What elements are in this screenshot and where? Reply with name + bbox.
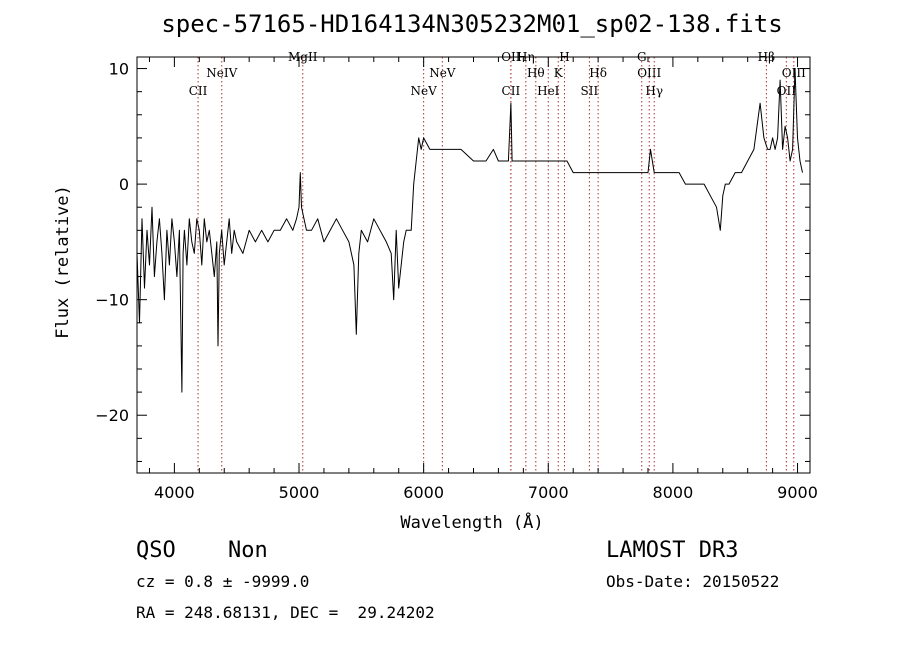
survey-name: LAMOST DR3: [606, 538, 739, 563]
x-axis-label: Wavelength (Å): [400, 511, 543, 533]
spectral-line-label-9: HeI: [537, 84, 560, 98]
observation-date: Obs-Date: 20150522: [606, 572, 780, 591]
spectral-line-label-8: Hθ: [527, 66, 545, 80]
spectral-line-label-13: Hδ: [589, 66, 607, 80]
y-tick-label-3: 10: [109, 60, 129, 79]
spectral-line-label-0: CII: [189, 84, 208, 98]
spectral-line-label-3: NeV: [411, 84, 438, 98]
spectral-line-markers: CIINeIVMgIINeVNeVOIICIIHηHθHeIHKSIIHδGOI…: [189, 50, 806, 473]
x-tick-label-5: 9000: [777, 483, 818, 502]
spectral-line-label-6: CII: [502, 84, 521, 98]
y-tick-label-1: −10: [95, 291, 129, 310]
x-tick-label-2: 6000: [403, 483, 444, 502]
spectral-line-label-11: K: [554, 66, 564, 80]
redshift-value: cz = 0.8 ± -9999.0: [136, 572, 310, 591]
x-tick-label-4: 8000: [653, 483, 694, 502]
x-tick-label-0: 4000: [154, 483, 195, 502]
x-tick-label-3: 7000: [528, 483, 569, 502]
spectral-line-label-15: OIII: [637, 66, 661, 80]
spectrum-plot: [136, 68, 803, 393]
chart-title: spec-57165-HD164134N305232M01_sp02-138.f…: [161, 10, 782, 38]
spectral-line-label-12: SII: [581, 84, 599, 98]
coordinates: RA = 248.68131, DEC = 29.24202: [136, 603, 435, 622]
x-tick-label-1: 5000: [279, 483, 320, 502]
axes: 4000 5000 6000 7000 8000 9000 −20 −10 0 10: [95, 57, 818, 502]
object-class: QSO: [136, 538, 176, 563]
spectrum-series-0: [136, 68, 803, 393]
y-axis-label: Flux (relative): [53, 185, 73, 339]
spectral-line-label-1: NeIV: [206, 66, 237, 80]
spectral-line-label-18: OII: [777, 84, 797, 98]
spectral-line-label-16: Hγ: [645, 84, 663, 98]
y-tick-label-0: −20: [95, 406, 129, 425]
object-subclass: Non: [228, 538, 268, 563]
plot-frame: [136, 56, 811, 474]
spectral-line-label-19: OIII: [782, 66, 806, 80]
spectral-line-label-4: NeV: [429, 66, 456, 80]
y-tick-label-2: 0: [119, 175, 129, 194]
